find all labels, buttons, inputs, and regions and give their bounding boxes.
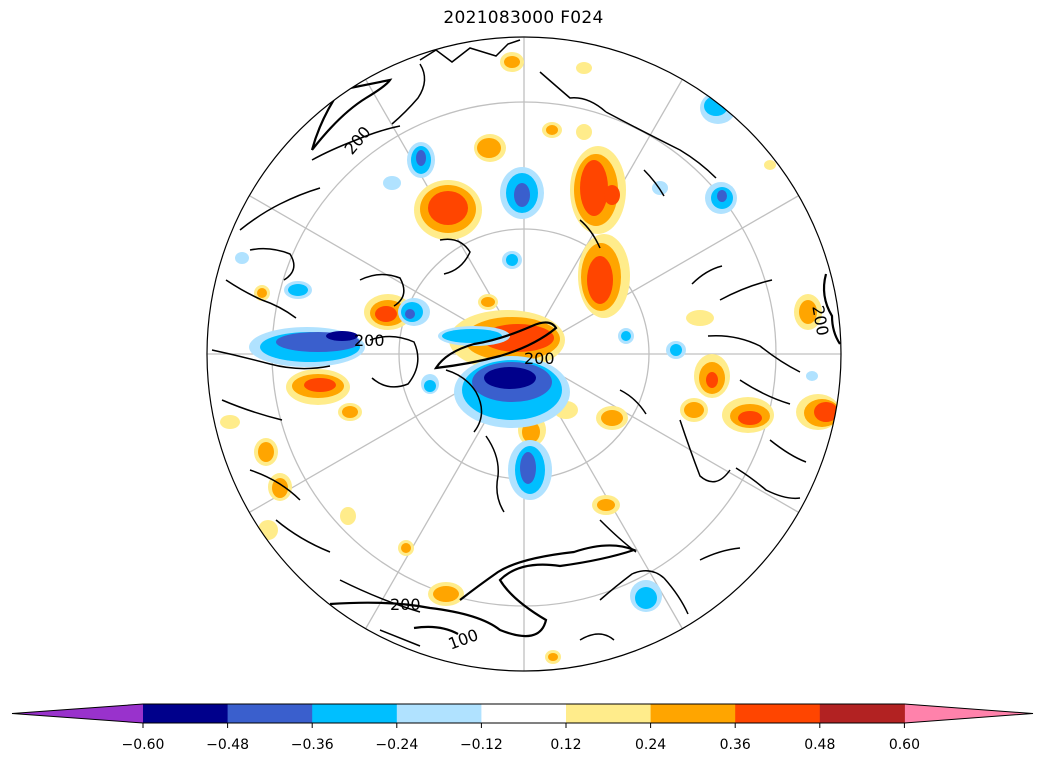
colorbar-swatch (735, 704, 821, 723)
colorbar-swatch (312, 704, 398, 723)
colorbar-tick-label: 0.24 (635, 737, 666, 753)
contour-line (822, 273, 841, 345)
contour-line (433, 321, 558, 370)
colorbar-ticks: −0.60 −0.48 −0.36 −0.24 −0.12 0.12 0.24 0.36 0.4… (122, 723, 920, 753)
colorbar-tick-label: 0.12 (550, 737, 581, 753)
colorbar-tick-label: −0.48 (206, 737, 249, 753)
contour-label: 200 (524, 349, 555, 368)
map-boundary (206, 36, 842, 672)
contour-line (413, 625, 459, 635)
contour-labels: 200 200 200 200 200 100 (340, 123, 832, 654)
anomaly-band-minus-0.48 (326, 331, 536, 389)
colorbar-tick-label: 0.36 (720, 737, 751, 753)
colorbar-swatch (481, 704, 567, 723)
colorbar-tick-label: −0.36 (291, 737, 334, 753)
colorbar-swatches (11, 703, 1034, 724)
contour-line (310, 78, 393, 151)
contour-label: 200 (390, 595, 421, 614)
colorbar-tick-label: −0.60 (122, 737, 165, 753)
colorbar-swatch (227, 704, 313, 723)
colorbar-swatch (650, 704, 736, 723)
map-title: 2021083000 F024 (443, 8, 604, 28)
colorbar-extend-max (904, 704, 1033, 723)
colorbar-tick-label: 0.48 (804, 737, 835, 753)
colorbar-swatch (143, 704, 229, 723)
colorbar-swatch (566, 704, 652, 723)
colorbar-tick-label: 0.60 (889, 737, 920, 753)
colorbar-swatch (396, 704, 482, 723)
contour-label: 200 (354, 331, 385, 350)
colorbar-extend-min (12, 704, 143, 723)
height-contours (310, 78, 841, 638)
polar-map: 200 200 200 200 200 100 (206, 36, 842, 672)
colorbar-tick-label: −0.24 (375, 737, 418, 753)
colorbar-tick-label: −0.12 (460, 737, 503, 753)
colorbar-swatch (819, 704, 905, 723)
contour-line (329, 544, 638, 638)
coastlines (211, 39, 807, 647)
